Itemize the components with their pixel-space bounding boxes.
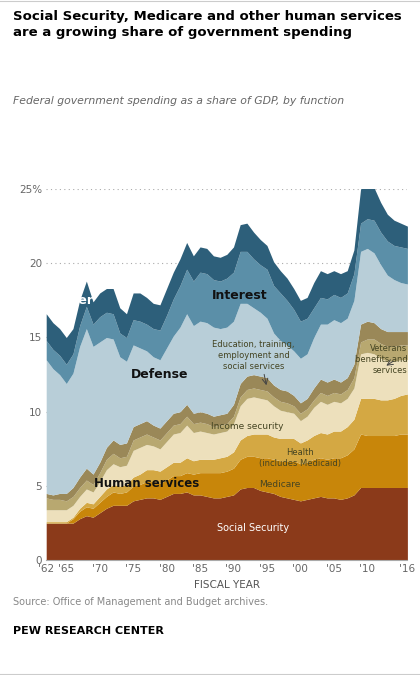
Text: PEW RESEARCH CENTER: PEW RESEARCH CENTER [13, 626, 163, 637]
Text: Income security: Income security [210, 422, 283, 431]
Text: Social Security: Social Security [218, 522, 290, 533]
X-axis label: FISCAL YEAR: FISCAL YEAR [194, 580, 260, 590]
Text: Health
(includes Medicaid): Health (includes Medicaid) [260, 448, 341, 468]
Text: Federal government spending as a share of GDP, by function: Federal government spending as a share o… [13, 96, 344, 106]
Text: Source: Office of Management and Budget archives.: Source: Office of Management and Budget … [13, 597, 268, 608]
Text: Medicare: Medicare [260, 480, 301, 489]
Text: Human services: Human services [94, 477, 199, 489]
Text: Defense: Defense [131, 368, 189, 381]
Text: Education, training,
employment and
social services: Education, training, employment and soci… [212, 340, 295, 371]
Text: Other: Other [53, 294, 93, 307]
Text: Veterans
benefits and
services: Veterans benefits and services [354, 344, 407, 375]
Text: Interest: Interest [213, 290, 268, 302]
Text: Social Security, Medicare and other human services
are a growing share of govern: Social Security, Medicare and other huma… [13, 10, 402, 38]
